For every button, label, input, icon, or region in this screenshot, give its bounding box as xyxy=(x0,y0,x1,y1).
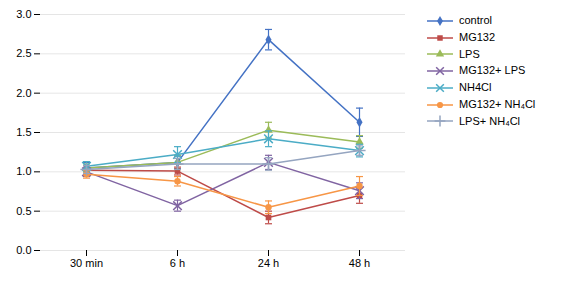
svg-text:48 h: 48 h xyxy=(349,257,370,269)
svg-text:0.0: 0.0 xyxy=(16,244,31,256)
html-text:control: control xyxy=(459,14,492,26)
svg-text:30 min: 30 min xyxy=(70,257,103,269)
svg-text:2.0: 2.0 xyxy=(16,87,31,99)
svg-text:24 h: 24 h xyxy=(258,257,279,269)
html-text:MG132+ NH₄Cl: MG132+ NH₄Cl xyxy=(459,97,536,110)
svg-text:6 h: 6 h xyxy=(170,257,185,269)
html-text:LPS: LPS xyxy=(459,47,480,60)
html-text:MG132: MG132 xyxy=(459,30,496,43)
html-text:NH4Cl: NH4Cl xyxy=(459,81,492,93)
svg-text:1.0: 1.0 xyxy=(16,165,31,177)
html-text:LPS+ NH₄Cl: LPS+ NH₄Cl xyxy=(459,114,520,127)
svg-text:1.5: 1.5 xyxy=(16,126,31,138)
html-text:MG132+ LPS: MG132+ LPS xyxy=(459,64,526,77)
svg-text:0.5: 0.5 xyxy=(16,205,31,217)
svg-text:3.0: 3.0 xyxy=(16,8,31,20)
svg-text:2.5: 2.5 xyxy=(16,47,31,59)
